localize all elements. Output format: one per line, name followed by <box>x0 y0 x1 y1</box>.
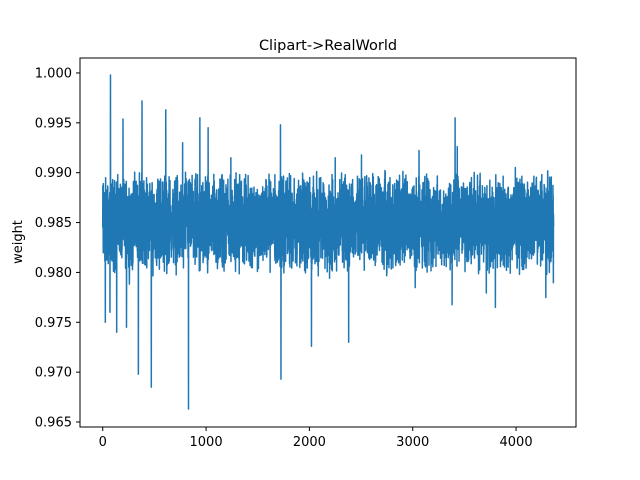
y-tick-label: 0.980 <box>35 266 72 281</box>
x-tick-label: 1000 <box>190 435 223 450</box>
x-axis: 0 1000 2000 3000 4000 <box>99 427 533 450</box>
x-tick-label: 2000 <box>293 435 326 450</box>
y-tick-label: 0.975 <box>35 316 72 331</box>
x-tick-label: 3000 <box>396 435 429 450</box>
y-axis-label: weight <box>11 220 26 264</box>
x-tick-label: 0 <box>99 435 107 450</box>
chart-title: Clipart->RealWorld <box>259 38 397 54</box>
y-tick-label: 0.970 <box>35 366 72 381</box>
y-tick-label: 0.965 <box>35 416 72 431</box>
y-tick-label: 1.000 <box>35 66 72 81</box>
y-tick-label: 0.995 <box>35 116 72 131</box>
plot-frame <box>79 57 577 428</box>
series-line-weight <box>101 74 555 410</box>
y-tick-label: 0.990 <box>35 166 72 181</box>
series-layer <box>101 74 555 410</box>
y-axis: 0.965 0.970 0.975 0.980 0.985 0.990 0.995 1.000 <box>35 66 80 431</box>
x-tick-label: 4000 <box>500 435 533 450</box>
y-tick-label: 0.985 <box>35 216 72 231</box>
